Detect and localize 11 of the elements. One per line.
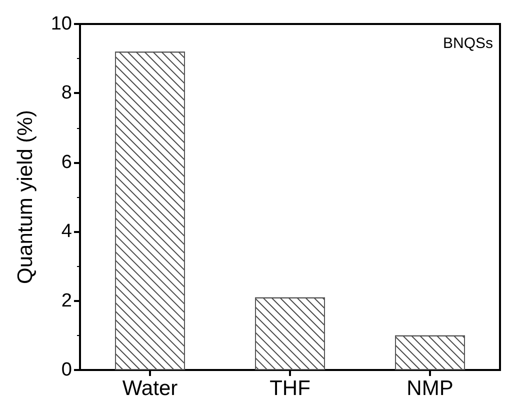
annotation: BNQSs [442, 35, 494, 52]
y-tick-label: 2 [61, 290, 72, 312]
y-tick-label: 0 [61, 360, 72, 380]
y-axis-title: Quantum yield (%) [14, 110, 37, 284]
x-tick-label: THF [270, 377, 310, 400]
x-tick-label: Water [122, 377, 178, 400]
y-tick-label: 10 [50, 14, 72, 34]
y-tick-label: 8 [61, 82, 72, 104]
y-tick-label: 4 [61, 221, 72, 242]
x-tick-label: NMP [406, 377, 454, 400]
y-tick-label: 6 [61, 152, 72, 173]
